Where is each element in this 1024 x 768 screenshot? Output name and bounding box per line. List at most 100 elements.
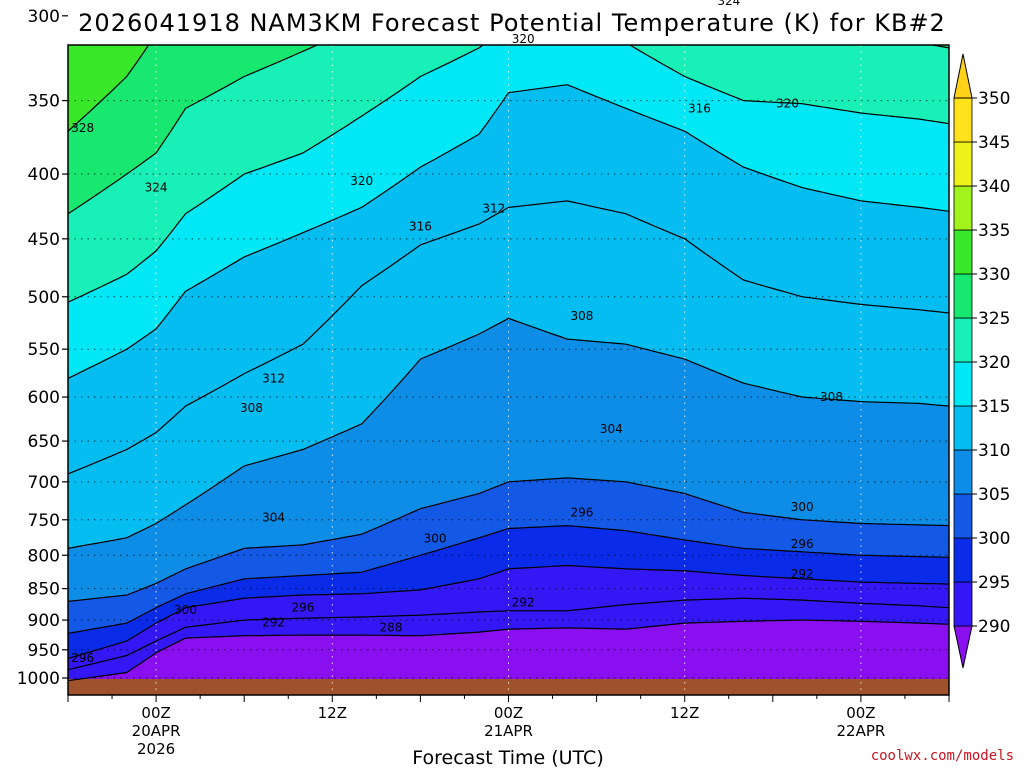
y-tick-label-500: 500	[28, 288, 60, 308]
isentrope-296	[68, 564, 949, 659]
x-axis-label: Forecast Time (UTC)	[412, 747, 603, 768]
contour-label: 308	[240, 401, 263, 415]
contour-label: 296	[71, 651, 94, 665]
y-axis: 2503003504004505005506006507007508008509…	[17, 7, 68, 689]
y-tick-label-950: 950	[28, 641, 60, 661]
credit-text: coolwx.com/models	[871, 748, 1014, 764]
isentrope-320	[68, 45, 949, 303]
contour-label: 288	[380, 620, 403, 634]
contour-label: 296	[291, 601, 314, 615]
isentrope-288	[68, 619, 949, 682]
contour-label: 316	[688, 101, 711, 115]
isentrope-312	[68, 200, 949, 475]
colorbar-segment-320	[953, 317, 973, 363]
y-tick-label-800: 800	[28, 546, 60, 566]
colorbar-segment-315	[953, 361, 973, 407]
isentrope-contours	[68, 0, 949, 682]
contour-label: 304	[600, 422, 623, 436]
x-tick-label: 21APR	[484, 722, 533, 740]
contour-label: 308	[570, 309, 593, 323]
y-tick-label-550: 550	[28, 340, 60, 360]
colorbar-label-340: 340	[978, 177, 1010, 197]
y-tick-label-450: 450	[28, 230, 60, 250]
x-tick-label: 00Z	[494, 704, 523, 722]
colorbar-label-305: 305	[978, 485, 1010, 505]
y-tick-label-1000: 1000	[17, 669, 60, 689]
contour-label: 320	[350, 174, 373, 188]
contour-label: 300	[424, 532, 447, 546]
isentrope-304	[68, 477, 949, 602]
contour-label: 328	[71, 121, 94, 135]
colorbar-label-330: 330	[978, 265, 1010, 285]
colorbar-label-345: 345	[978, 133, 1010, 153]
y-tick-label-900: 900	[28, 611, 60, 631]
colorbar-segment-310	[953, 405, 973, 451]
colorbar-label-315: 315	[978, 397, 1010, 417]
x-tick-label: 2026	[137, 740, 175, 758]
isentrope-292	[68, 597, 949, 671]
contour-label: 292	[512, 596, 535, 610]
y-tick-label-400: 400	[28, 165, 60, 185]
colorbar-segment-345	[953, 97, 973, 143]
theta-band-288	[68, 620, 949, 695]
x-tick-label: 00Z	[141, 704, 170, 722]
y-tick-label-750: 750	[28, 511, 60, 531]
x-tick-label: 12Z	[670, 704, 699, 722]
x-tick-label: 00Z	[846, 704, 875, 722]
plot-area	[68, 45, 949, 695]
colorbar-segment-330	[953, 229, 973, 275]
x-tick-label: 20APR	[132, 722, 181, 740]
contour-label: 300	[791, 500, 814, 514]
colorbar-extend-high	[953, 53, 973, 99]
contour-label: 312	[262, 371, 285, 385]
contour-label: 320	[512, 32, 535, 46]
contour-label: 300	[174, 603, 197, 617]
contour-label: 320	[776, 97, 799, 111]
contour-label: 324	[717, 0, 740, 8]
isentrope-300	[68, 524, 949, 634]
contour-label: 296	[791, 537, 814, 551]
y-tick-label-650: 650	[28, 432, 60, 452]
colorbar-segment-290	[953, 581, 973, 627]
colorbar-segment-305	[953, 449, 973, 495]
chart-title: 2026041918 NAM3KM Forecast Potential Tem…	[78, 9, 946, 37]
colorbar: 290 295 300 305 310 315 320 325 330 335 340 345 350	[953, 53, 1010, 669]
contour-label: 296	[570, 505, 593, 519]
colorbar-segment-300	[953, 493, 973, 539]
contour-label: 312	[482, 202, 505, 216]
colorbar-label-325: 325	[978, 309, 1010, 329]
colorbar-segment-340	[953, 141, 973, 187]
contour-label: 292	[262, 616, 285, 630]
contour-label: 316	[409, 220, 432, 234]
colorbar-label-300: 300	[978, 529, 1010, 549]
colorbar-segment-335	[953, 185, 973, 231]
x-tick-label: 22APR	[836, 722, 885, 740]
colorbar-label-335: 335	[978, 221, 1010, 241]
colorbar-label-350: 350	[978, 89, 1010, 109]
colorbar-label-290: 290	[978, 617, 1010, 637]
isentrope-316	[68, 84, 949, 379]
colorbar-segment-295	[953, 537, 973, 583]
colorbar-label-320: 320	[978, 353, 1010, 373]
colorbar-label-310: 310	[978, 441, 1010, 461]
contour-label: 308	[820, 390, 843, 404]
contour-labels: 296 300 296 292 288 292 304 300 296 304 300 296 292 3…	[71, 0, 843, 665]
colorbar-segment-325	[953, 273, 973, 319]
isentrope-308	[68, 317, 949, 549]
x-tick-label: 12Z	[318, 704, 347, 722]
isentrope-332	[68, 0, 949, 7]
colorbar-extend-low	[953, 625, 973, 669]
y-tick-label-300: 300	[28, 7, 60, 27]
y-tick-label-350: 350	[28, 92, 60, 112]
y-tick-label-700: 700	[28, 473, 60, 493]
y-tick-label-600: 600	[28, 388, 60, 408]
isentrope-324	[68, 45, 949, 215]
colorbar-label-295: 295	[978, 573, 1010, 593]
y-tick-label-850: 850	[28, 580, 60, 600]
contour-label: 304	[262, 511, 285, 525]
gridlines	[68, 45, 949, 695]
terrain-strip	[68, 679, 949, 695]
contour-label: 292	[791, 567, 814, 581]
